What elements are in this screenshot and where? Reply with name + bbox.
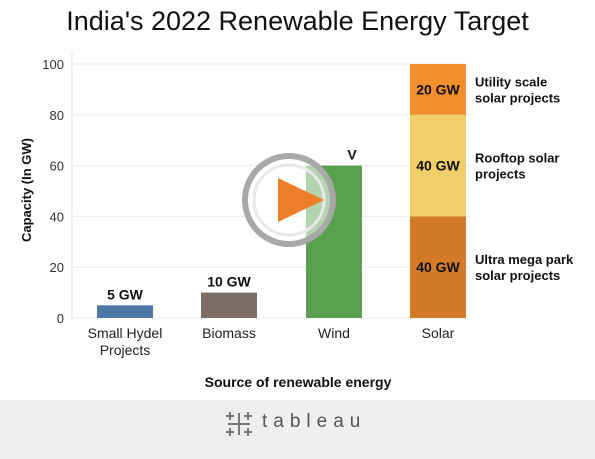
y-tick-label: 80 xyxy=(50,108,64,123)
segment-label-line: solar projects xyxy=(475,268,560,283)
bar-value-label: 20 GW xyxy=(416,81,460,97)
x-tick-label-line: Biomass xyxy=(202,325,256,341)
segment-label-line: Utility scale xyxy=(475,74,547,89)
x-axis-label: Source of renewable energy xyxy=(205,374,392,390)
y-tick-label: 40 xyxy=(50,209,64,224)
tableau-wordmark[interactable]: tableau xyxy=(262,411,367,432)
segment-label: Utility scale solar projects xyxy=(475,74,560,105)
bar-segment xyxy=(410,216,466,318)
segment-label-line: projects xyxy=(475,167,526,182)
bar-value-label: 10 GW xyxy=(207,274,251,290)
x-axis-ticks: Small Hydel Projects Biomass Wind Solar xyxy=(88,325,455,358)
footer-bar: tableau xyxy=(0,400,595,459)
x-tick-label-line: Solar xyxy=(422,325,455,341)
chart-title: India's 2022 Renewable Energy Target xyxy=(66,6,529,36)
y-tick-label: 60 xyxy=(50,159,64,174)
tableau-logo-icon[interactable] xyxy=(223,408,255,440)
y-tick-label: 0 xyxy=(57,311,64,326)
bar xyxy=(97,305,153,318)
x-tick-label: Small Hydel Projects xyxy=(88,325,163,358)
bar-segment xyxy=(410,64,466,115)
x-tick-label: Biomass xyxy=(202,325,256,341)
bar-value-label: 5 GW xyxy=(107,286,144,302)
x-tick-label: Solar xyxy=(422,325,455,341)
segment-label: Rooftop solar projects xyxy=(475,151,560,182)
segment-label-line: Rooftop solar xyxy=(475,151,560,166)
bar-value-label: V xyxy=(347,147,357,163)
play-icon[interactable] xyxy=(278,178,324,222)
x-tick-label-line: Small Hydel xyxy=(88,325,163,341)
play-button[interactable] xyxy=(242,153,336,247)
x-tick-label-line: Projects xyxy=(100,342,151,358)
bar-segment xyxy=(410,114,466,217)
segment-label-line: Ultra mega park xyxy=(475,252,574,267)
x-tick-label: Wind xyxy=(318,325,350,341)
bar xyxy=(201,292,257,318)
bar-value-label: 40 GW xyxy=(416,259,460,275)
y-axis-label: Capacity (In GW) xyxy=(19,138,34,242)
segment-label-line: solar projects xyxy=(475,90,560,105)
segment-label: Ultra mega park solar projects xyxy=(475,252,574,283)
x-tick-label-line: Wind xyxy=(318,325,350,341)
bar-value-label: 40 GW xyxy=(416,158,460,174)
bar-chart: 0 20 40 60 80 100 Capacity (In GW) 5 GW 10 GW V… xyxy=(19,52,574,390)
y-axis-ticks: 0 20 40 60 80 100 xyxy=(42,57,64,326)
y-tick-label: 100 xyxy=(42,57,64,72)
y-tick-label: 20 xyxy=(50,260,64,275)
